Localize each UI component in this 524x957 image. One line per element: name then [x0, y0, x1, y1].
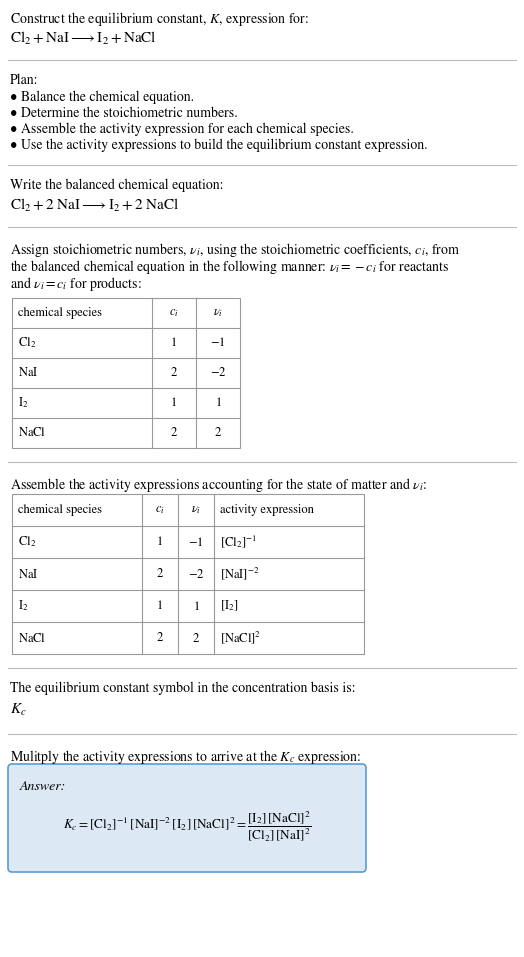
- Text: $[\mathrm{NaI}]^{-2}$: $[\mathrm{NaI}]^{-2}$: [220, 566, 259, 582]
- Text: $[\mathrm{NaCl}]^2$: $[\mathrm{NaCl}]^2$: [220, 630, 261, 646]
- Text: 2: 2: [171, 427, 177, 439]
- Text: 2: 2: [157, 568, 163, 580]
- Text: activity expression: activity expression: [220, 504, 314, 516]
- Text: • Determine the stoichiometric numbers.: • Determine the stoichiometric numbers.: [10, 107, 238, 121]
- Text: Plan:: Plan:: [10, 74, 38, 87]
- Text: $1$: $1$: [214, 396, 222, 410]
- Text: • Assemble the activity expression for each chemical species.: • Assemble the activity expression for e…: [10, 123, 354, 137]
- Text: $K_c = [\mathrm{Cl_2}]^{-1}\,[\mathrm{NaI}]^{-2}\,[\mathrm{I_2}]\,[\mathrm{NaCl}: $K_c = [\mathrm{Cl_2}]^{-1}\,[\mathrm{Na…: [63, 809, 311, 843]
- Text: 1: 1: [171, 337, 177, 349]
- Text: $-2$: $-2$: [188, 568, 204, 581]
- Text: $\mathrm{I_2}$: $\mathrm{I_2}$: [18, 598, 29, 613]
- Text: $\mathrm{Cl_2}$: $\mathrm{Cl_2}$: [18, 535, 36, 549]
- Text: $\mathrm{NaCl}$: $\mathrm{NaCl}$: [18, 632, 46, 644]
- Text: $\nu_i$: $\nu_i$: [191, 503, 201, 517]
- Text: $-2$: $-2$: [210, 367, 226, 380]
- Text: chemical species: chemical species: [18, 307, 102, 319]
- Text: • Balance the chemical equation.: • Balance the chemical equation.: [10, 91, 194, 104]
- Text: chemical species: chemical species: [18, 504, 102, 516]
- Text: Write the balanced chemical equation:: Write the balanced chemical equation:: [10, 179, 224, 192]
- Text: 1: 1: [157, 536, 163, 548]
- Text: Assign stoichiometric numbers, $\nu_i$, using the stoichiometric coefficients, $: Assign stoichiometric numbers, $\nu_i$, …: [10, 241, 460, 259]
- Text: $\mathrm{Cl_2 + NaI \longrightarrow I_2 + NaCl}$: $\mathrm{Cl_2 + NaI \longrightarrow I_2 …: [10, 30, 157, 47]
- Text: $\mathrm{Cl_2 + 2\ NaI \longrightarrow I_2 + 2\ NaCl}$: $\mathrm{Cl_2 + 2\ NaI \longrightarrow I…: [10, 197, 179, 214]
- Text: $\mathrm{NaI}$: $\mathrm{NaI}$: [18, 367, 38, 380]
- Text: $K_c$: $K_c$: [10, 702, 27, 718]
- Text: $c_i$: $c_i$: [155, 504, 165, 516]
- Text: $\mathrm{NaCl}$: $\mathrm{NaCl}$: [18, 427, 46, 439]
- Text: 1: 1: [171, 397, 177, 409]
- Text: 1: 1: [157, 600, 163, 612]
- Text: $\mathrm{I_2}$: $\mathrm{I_2}$: [18, 395, 29, 411]
- Text: Mulitply the activity expressions to arrive at the $K_c$ expression:: Mulitply the activity expressions to arr…: [10, 748, 362, 766]
- Text: 2: 2: [171, 367, 177, 379]
- Text: Answer:: Answer:: [20, 780, 66, 792]
- Text: 2: 2: [157, 633, 163, 644]
- Text: the balanced chemical equation in the following manner: $\nu_i = -c_i$ for react: the balanced chemical equation in the fo…: [10, 258, 449, 276]
- Text: $1$: $1$: [192, 599, 200, 612]
- Bar: [12, 298, 240, 448]
- Text: $\mathrm{NaI}$: $\mathrm{NaI}$: [18, 568, 38, 581]
- Text: $2$: $2$: [214, 427, 222, 439]
- Text: $\mathrm{Cl_2}$: $\mathrm{Cl_2}$: [18, 336, 36, 350]
- Text: $[\mathrm{Cl_2}]^{-1}$: $[\mathrm{Cl_2}]^{-1}$: [220, 534, 257, 550]
- Text: Assemble the activity expressions accounting for the state of matter and $\nu_i$: Assemble the activity expressions accoun…: [10, 476, 427, 494]
- Text: $[\mathrm{I_2}]$: $[\mathrm{I_2}]$: [220, 599, 238, 613]
- Text: The equilibrium constant symbol in the concentration basis is:: The equilibrium constant symbol in the c…: [10, 682, 356, 696]
- Text: $c_i$: $c_i$: [169, 307, 179, 319]
- Text: and $\nu_i = c_i$ for products:: and $\nu_i = c_i$ for products:: [10, 275, 142, 293]
- Text: $-1$: $-1$: [188, 536, 204, 548]
- Text: $\nu_i$: $\nu_i$: [213, 306, 223, 320]
- Text: $2$: $2$: [192, 632, 200, 644]
- Bar: [12, 494, 364, 654]
- Text: • Use the activity expressions to build the equilibrium constant expression.: • Use the activity expressions to build …: [10, 139, 428, 152]
- FancyBboxPatch shape: [8, 764, 366, 872]
- Text: Construct the equilibrium constant, $K$, expression for:: Construct the equilibrium constant, $K$,…: [10, 10, 309, 28]
- Text: $-1$: $-1$: [210, 337, 226, 349]
